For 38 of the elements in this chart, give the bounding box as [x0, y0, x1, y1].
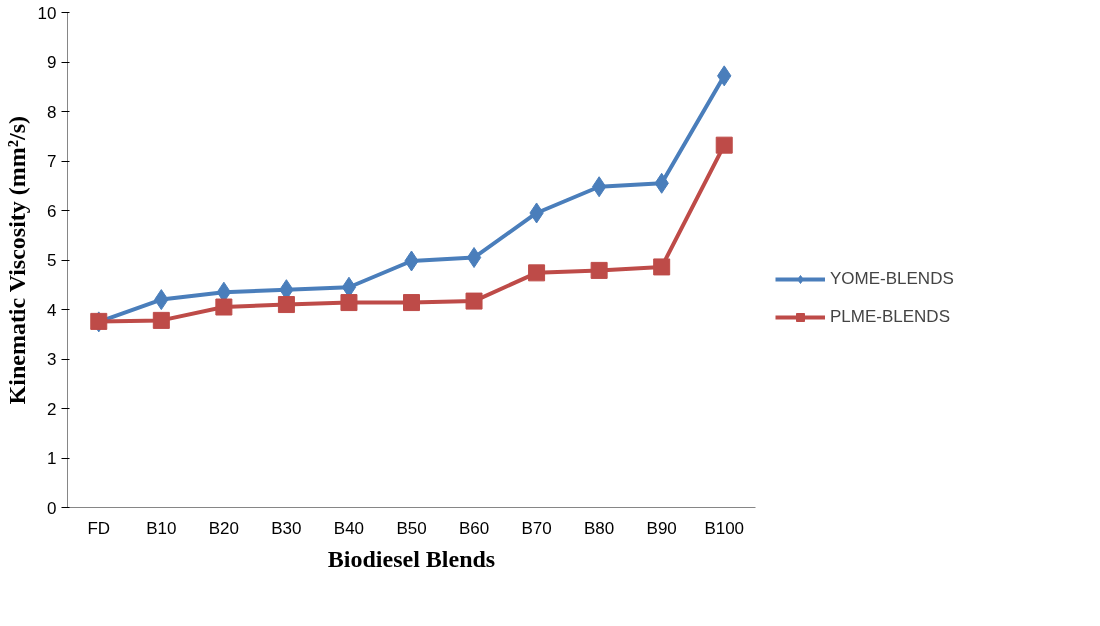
x-tick-label: B70	[521, 518, 552, 538]
point	[340, 294, 358, 312]
point	[715, 136, 733, 154]
x-tick-label: B60	[458, 518, 490, 538]
point	[152, 311, 170, 329]
y-tick-label: 1	[47, 449, 57, 468]
legend-label: PLME-BLENDS	[830, 307, 950, 327]
x-tick-label: B30	[271, 518, 302, 538]
x-tick-label: B20	[208, 518, 239, 538]
y-tick-label: 7	[47, 152, 57, 171]
x-tick-label: B90	[646, 518, 677, 538]
point	[591, 176, 607, 198]
y-tick-label: 8	[47, 102, 57, 122]
y-tick-label: 3	[47, 350, 57, 369]
x-tick-label: B40	[333, 518, 365, 538]
y-axis-title: Kinematic Viscosity (mm²/s)	[3, 115, 30, 405]
x-tick-label: FD	[87, 518, 111, 538]
point	[528, 264, 546, 282]
y-tick-label: 6	[47, 201, 57, 221]
x-tick-label: B100	[704, 518, 745, 538]
y-tick-label: 10	[37, 3, 57, 23]
point	[653, 258, 671, 276]
point	[465, 292, 483, 310]
x-axis-title: Biodiesel Blends	[327, 545, 496, 572]
point	[215, 298, 233, 316]
y-tick-label: 5	[47, 251, 57, 270]
x-tick-label: B10	[146, 518, 177, 538]
y-tick-label: 9	[47, 53, 57, 72]
point	[466, 247, 482, 269]
point	[403, 294, 420, 312]
x-tick-label: B80	[584, 518, 615, 538]
point	[590, 261, 608, 279]
y-tick-label: 2	[47, 399, 57, 419]
legend-label: YOME-BLENDS	[830, 269, 954, 289]
y-tick-label: 0	[47, 498, 57, 518]
y-tick-label: 4	[47, 300, 57, 320]
x-tick-label: B50	[396, 518, 427, 538]
point	[277, 296, 295, 314]
